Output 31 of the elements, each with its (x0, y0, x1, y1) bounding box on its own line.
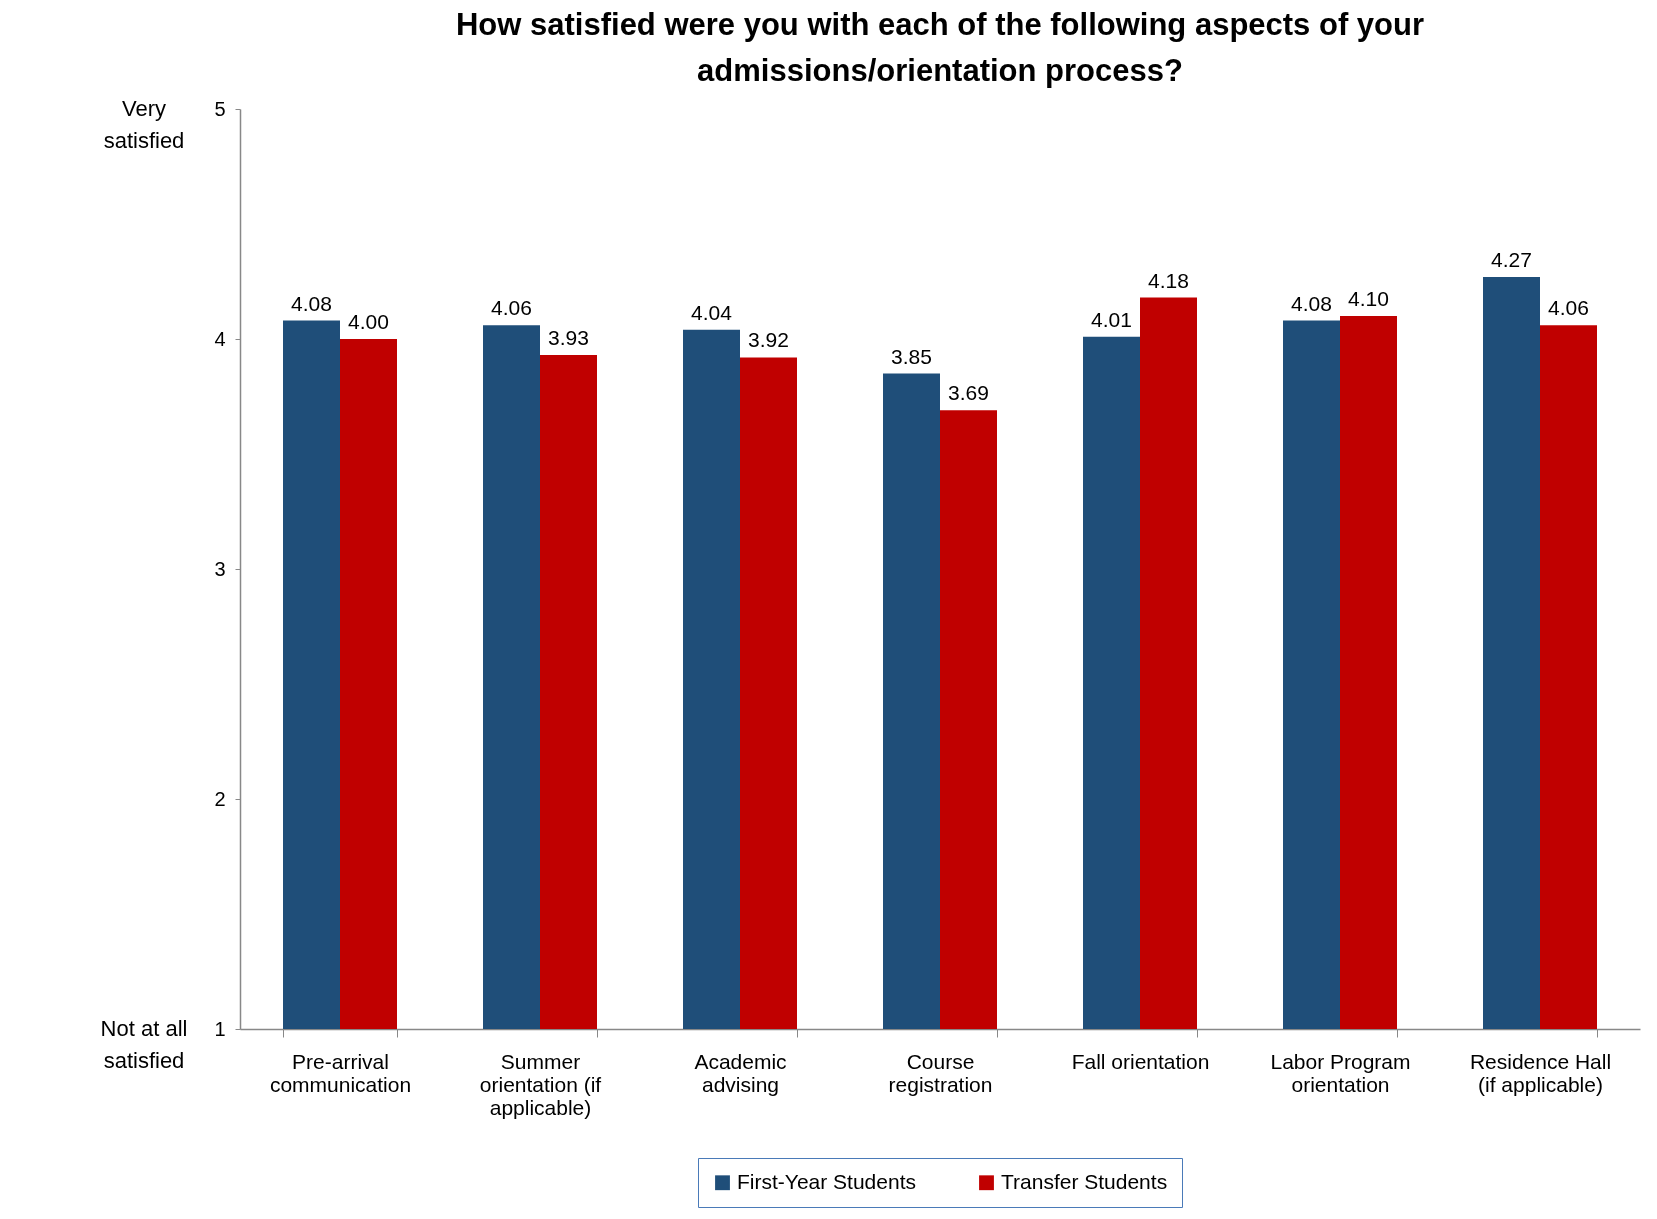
data-label: 4.08 (1291, 291, 1332, 315)
data-label: 3.93 (548, 326, 589, 350)
y-tick-label: 2 (214, 787, 226, 810)
y-tick-label: 3 (214, 557, 226, 580)
x-tick-label: Residence Hall (if applicable) (1469, 1049, 1612, 1096)
x-tick-label: Summer orientation (if applicable) (479, 1049, 602, 1119)
x-tick-label: Pre-arrival communication (269, 1049, 412, 1096)
legend-label: Transfer Students (1001, 1169, 1168, 1193)
data-label: 4.06 (1548, 296, 1589, 320)
data-label: 3.85 (891, 344, 932, 368)
y-tick-label: 1 (214, 1017, 226, 1040)
data-label: 4.18 (1148, 268, 1189, 292)
data-label: 4.08 (291, 291, 332, 315)
text: Not at all satisfied (100, 1016, 188, 1073)
data-label: 4.04 (691, 300, 733, 324)
data-label: 4.01 (1091, 307, 1132, 331)
x-tick-label: Labor Program orientation (1270, 1049, 1411, 1096)
x-tick-label: Academic advising (694, 1049, 787, 1096)
y-tick-label: 5 (214, 97, 226, 120)
data-label: 4.27 (1491, 247, 1532, 271)
text: Very satisfied (103, 96, 185, 153)
x-tick-label: Course registration (888, 1049, 993, 1096)
data-label: 4.00 (348, 310, 389, 333)
legend-label: First-Year Students (737, 1169, 916, 1193)
data-label: 3.92 (748, 328, 789, 352)
data-label: 3.69 (948, 381, 989, 405)
data-label: 4.06 (491, 296, 532, 320)
x-tick-label: Fall orientation (1071, 1049, 1210, 1073)
data-label: 4.10 (1348, 287, 1389, 310)
chart-title: How satisfied were you with each of the following aspects of your admissions/orientation process? (455, 7, 1425, 88)
y-tick-label: 4 (214, 327, 226, 350)
